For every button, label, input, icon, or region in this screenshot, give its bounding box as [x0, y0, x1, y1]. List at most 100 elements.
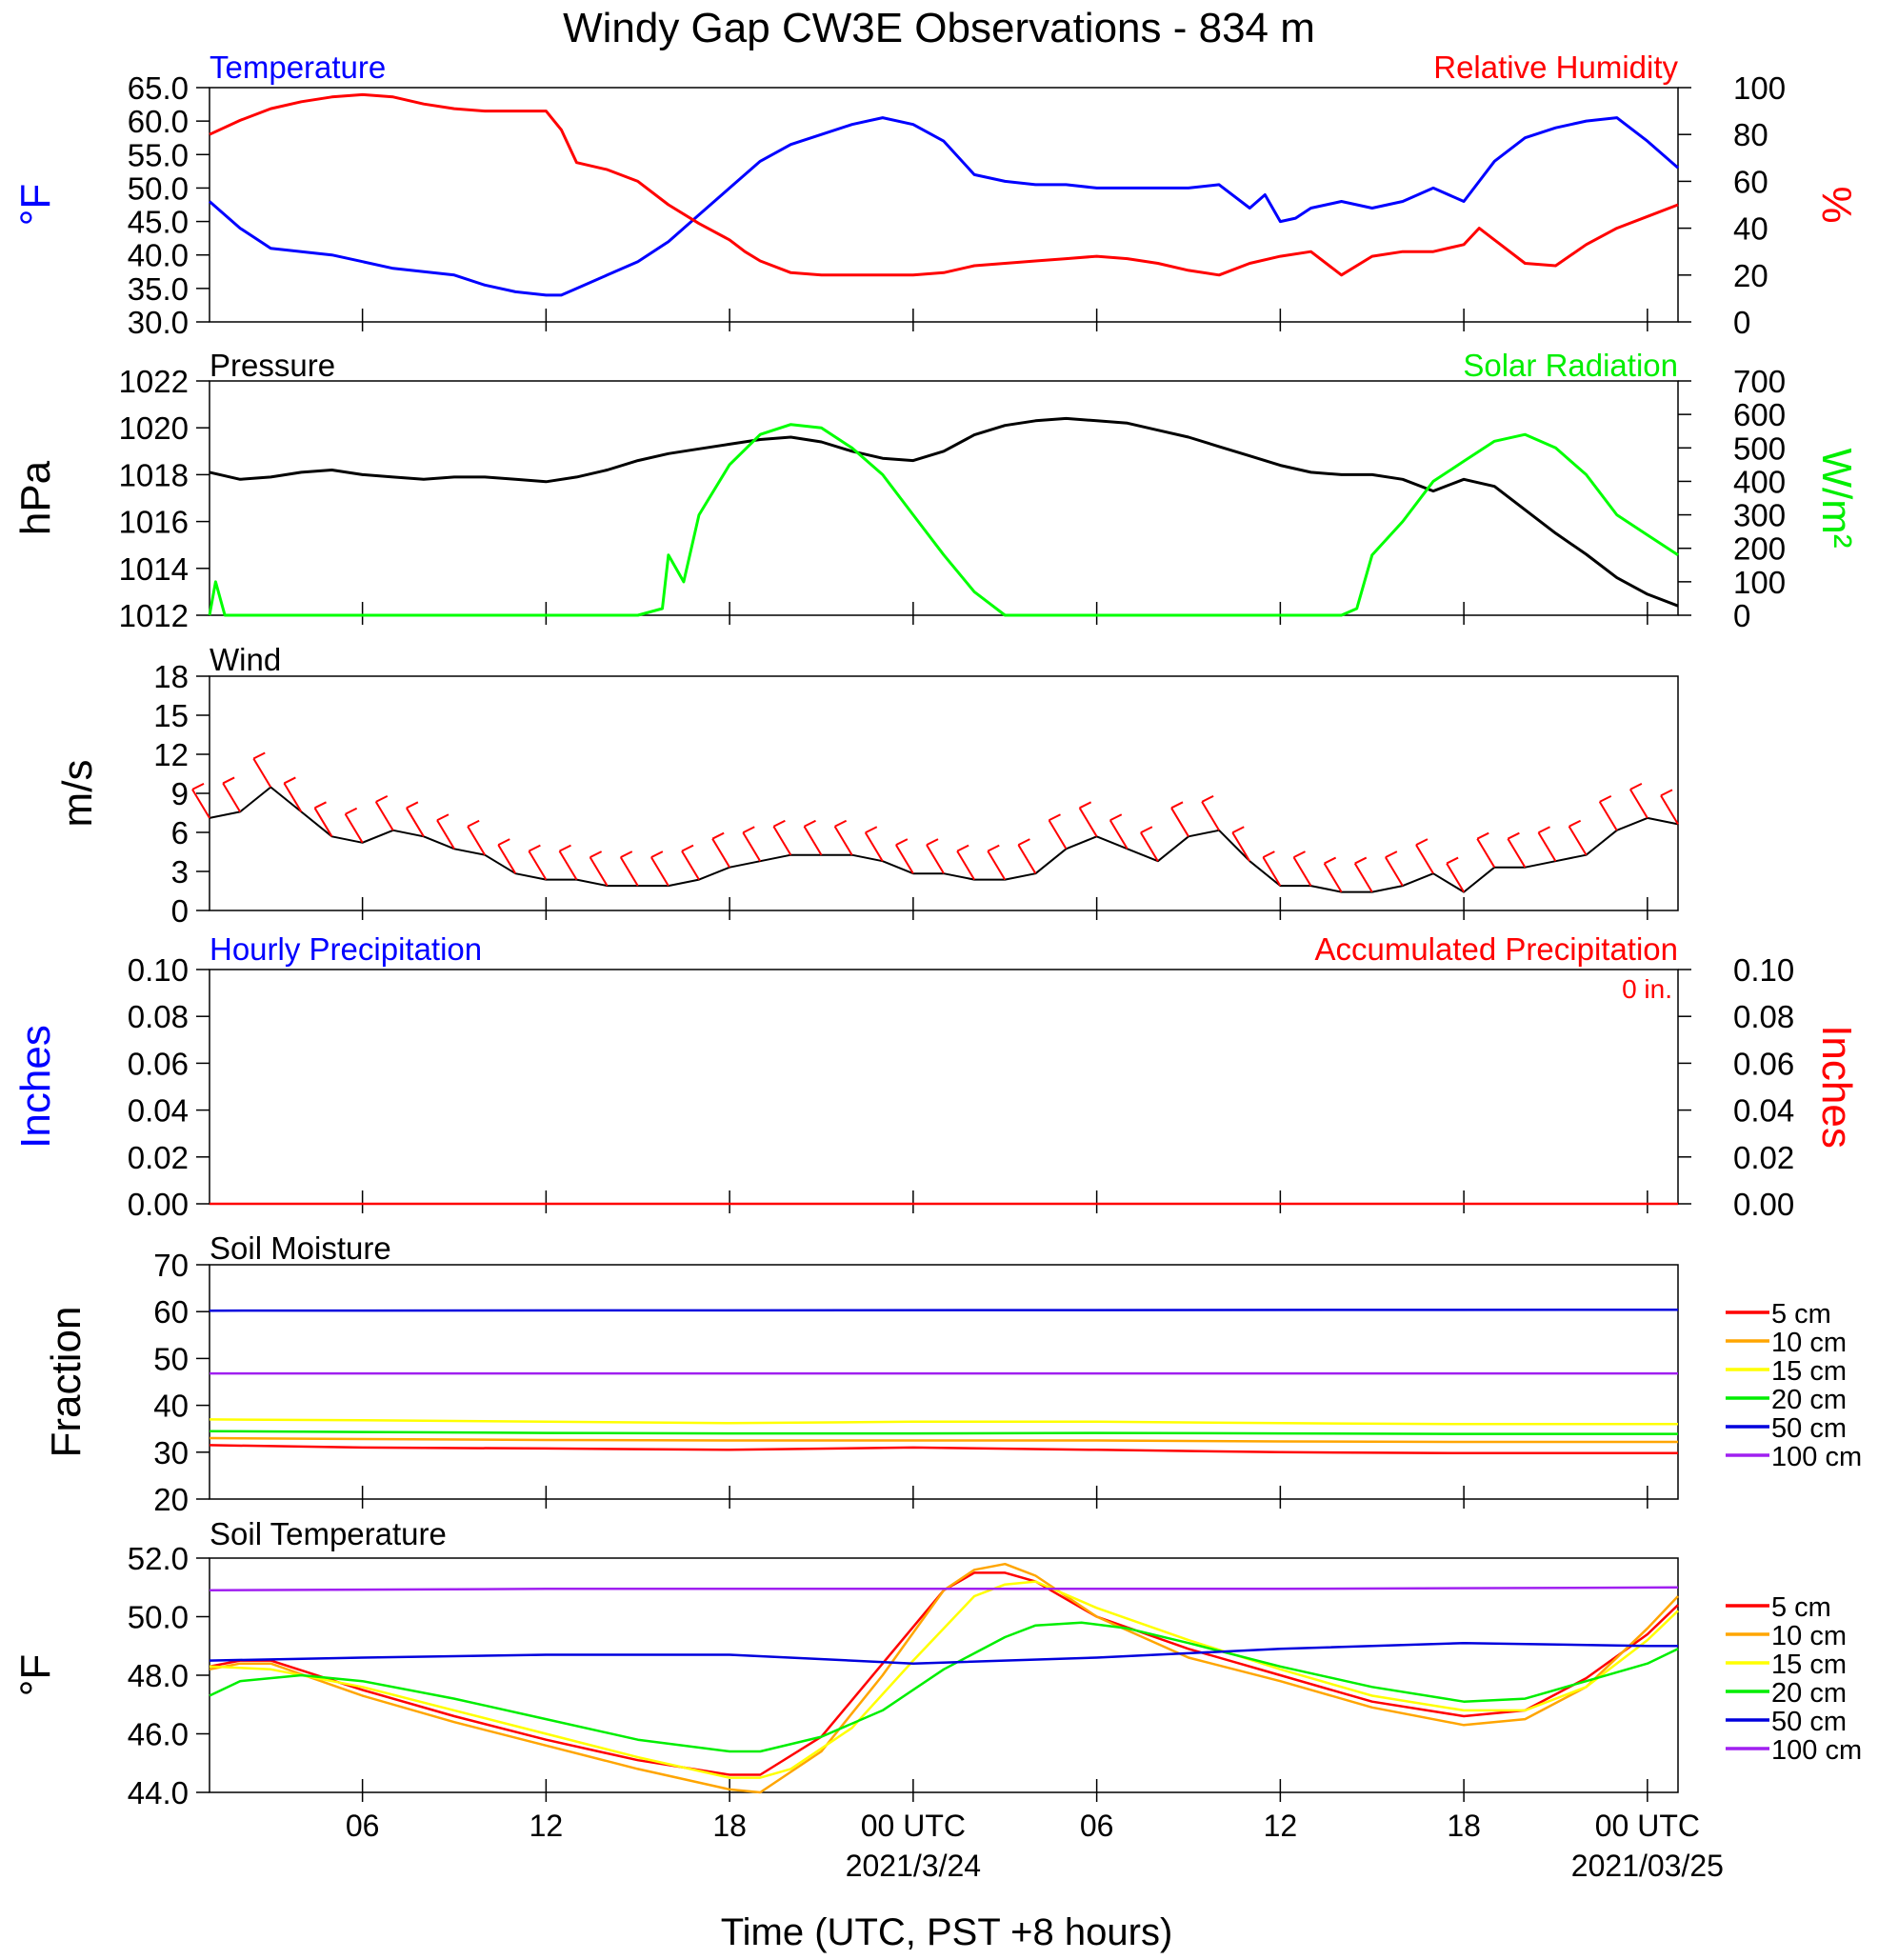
accum-precip-axis-label: Inches [1813, 1025, 1860, 1149]
wind-barb [374, 801, 394, 831]
panel-frame-temp-rh [209, 87, 1679, 323]
wind-barb [467, 826, 486, 856]
soil-temp-series-line [209, 1571, 1679, 1776]
pressure-series-line [209, 416, 1679, 608]
wind-barb-feather [283, 776, 296, 785]
wind-barb-feather [742, 826, 755, 834]
legend-label-15cm: 15 cm [1771, 1650, 1847, 1680]
wind-barb [1170, 807, 1189, 837]
wind-barb [742, 831, 762, 862]
wind-barb [711, 838, 730, 869]
y-tick-label: 20 [153, 1482, 189, 1517]
y-tick-label-right: 20 [1733, 258, 1768, 293]
wind-series-line [209, 786, 1679, 893]
hourly-precip-title: Hourly Precipitation [210, 931, 482, 967]
y-tick-label: 60.0 [128, 104, 189, 139]
wind-barb-feather [834, 819, 848, 828]
wind-barb [1262, 856, 1282, 887]
wind-barb-feather [1415, 838, 1428, 847]
wind-barb [1353, 863, 1373, 893]
wind-barb-feather [497, 838, 510, 847]
wind-barb-feather [1293, 850, 1306, 858]
wind-barb-feather [1231, 826, 1245, 834]
panel-frame-soil-temp [209, 1557, 1679, 1793]
y-tick-label: 50.0 [128, 1600, 189, 1635]
soil-temp-series-line [209, 1621, 1679, 1753]
legend-label-50cm: 50 cm [1771, 1413, 1847, 1444]
wind-barb [1078, 807, 1098, 837]
y-tick-label: 1022 [119, 364, 189, 399]
wind-barb [1385, 856, 1404, 887]
wind-barb-feather [681, 844, 694, 852]
wind-barb-feather [1599, 794, 1612, 803]
y-tick-label: 1020 [119, 410, 189, 446]
y-tick-label-right: 700 [1733, 364, 1786, 399]
temp-axis-label: °F [12, 184, 59, 226]
wind-barb-feather [804, 819, 816, 828]
wind-barb-feather [926, 838, 939, 847]
x-tick-label: 00 UTC [1595, 1809, 1700, 1843]
wind-barb [1109, 819, 1129, 850]
y-tick-label: 3 [171, 854, 189, 890]
hourly-precip-axis-label: Inches [12, 1025, 59, 1149]
wind-barb [833, 826, 853, 856]
y-tick-label-right: 600 [1733, 397, 1786, 432]
wind-barb-feather [1354, 856, 1368, 865]
wind-barb-feather [1629, 783, 1643, 790]
legend-label-15cm: 15 cm [1771, 1356, 1847, 1387]
wind-barb [1017, 844, 1037, 874]
wind-barb-feather [1538, 826, 1550, 834]
wind-barb [864, 831, 884, 862]
legend-label-20cm: 20 cm [1771, 1678, 1847, 1709]
y-tick-label: 0.08 [128, 999, 189, 1034]
wind-barb [1598, 801, 1618, 831]
y-tick-label-right: 0.06 [1733, 1046, 1794, 1081]
y-tick-label: 9 [171, 776, 189, 811]
y-tick-label: 50.0 [128, 170, 189, 206]
soil-moisture-axis-label: Fraction [43, 1307, 90, 1458]
x-tick-label: 06 [346, 1809, 380, 1843]
y-tick-label: 45.0 [128, 205, 189, 240]
wind-barb [987, 850, 1007, 881]
wind-barb [1660, 794, 1679, 825]
wind-barb [1323, 863, 1343, 893]
wind-barb-feather [467, 819, 480, 828]
soil-moisture-series-line [209, 1436, 1678, 1444]
y-tick-label: 0.04 [128, 1093, 189, 1129]
chart-title: Windy Gap CW3E Observations - 834 m [563, 5, 1315, 51]
soil-moisture-title: Soil Moisture [210, 1230, 391, 1266]
wind-barb [956, 850, 975, 881]
humidity-title: Relative Humidity [1433, 50, 1678, 85]
soil-temp-axis-label: °F [12, 1654, 59, 1696]
wind-barb-feather [345, 807, 358, 815]
wind-barb-feather [1262, 850, 1275, 858]
wind-barb [681, 850, 700, 881]
wind-barb-feather [314, 801, 327, 810]
wind-barb [497, 844, 517, 874]
y-tick-label-right: 400 [1733, 464, 1786, 499]
y-tick-label: 35.0 [128, 271, 189, 307]
wind-barb-feather [406, 801, 419, 810]
x-tick-label: 06 [1080, 1809, 1114, 1843]
y-tick-label: 1012 [119, 598, 189, 633]
pressure-axis-label: hPa [12, 460, 59, 535]
soil-temp-series-line [209, 1641, 1678, 1665]
y-tick-label: 6 [171, 815, 189, 850]
y-tick-label: 0 [171, 893, 189, 929]
soil-temp-series-line [209, 1562, 1679, 1794]
wind-barb [252, 758, 272, 789]
y-tick-label: 70 [153, 1248, 189, 1283]
wind-barb [619, 856, 639, 887]
y-tick-label: 65.0 [128, 70, 189, 106]
wind-barb [895, 844, 914, 874]
soil-temp-title: Soil Temperature [210, 1516, 447, 1551]
wind-barb-feather [1507, 831, 1520, 840]
wind-barb [283, 782, 303, 812]
wind-barb-feather [589, 850, 603, 858]
wind-barb-feather [1660, 789, 1673, 797]
y-tick-label: 40 [153, 1389, 189, 1424]
wind-axis-label: m/s [54, 760, 101, 828]
wind-barb [191, 789, 210, 819]
wind-barb-feather [1079, 801, 1092, 810]
